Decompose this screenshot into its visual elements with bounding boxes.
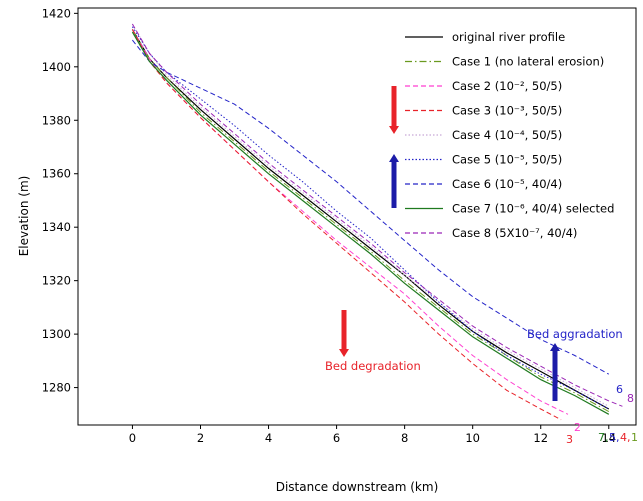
annotation-bed-aggradation: Bed aggradation — [527, 327, 623, 341]
series-line-8 — [131, 31, 610, 415]
legend-label-5: Case 4 (10⁻⁴, 50/5) — [452, 128, 562, 142]
plot-frame — [77, 7, 637, 426]
legend-red-arrow-head — [389, 126, 399, 134]
legend-label-9: Case 8 (5X10⁻⁷, 40/4) — [452, 226, 577, 240]
end-label-1: 1 — [631, 431, 638, 444]
x-tick-label: 10 — [465, 431, 480, 445]
end-label-4: 4, — [620, 431, 631, 444]
y-tick-label: 1360 — [42, 167, 71, 181]
series-line-1 — [131, 29, 610, 410]
y-axis: 1280 1300 1320 1340 1360 1380 1400 1420 — [42, 6, 78, 395]
x-tick-label: 0 — [129, 431, 136, 445]
legend-blue-arrow-head — [389, 154, 399, 162]
x-tick-label: 6 — [333, 431, 340, 445]
end-label-6: 6 — [616, 383, 623, 396]
y-tick-label: 1300 — [42, 327, 71, 341]
series-line-4 — [131, 29, 562, 421]
x-axis-label: Distance downstream (km) — [276, 480, 439, 494]
series-line-5 — [131, 23, 610, 407]
arrow-group — [339, 86, 560, 401]
end-labels: 6 8 2 3 7, 5, 4, 1 — [566, 383, 638, 446]
x-tick-label: 4 — [265, 431, 272, 445]
end-label-3: 3 — [566, 433, 573, 446]
x-axis: 0 2 4 6 8 10 12 14 — [129, 425, 616, 445]
series-line-6 — [131, 26, 610, 410]
series-line-7 — [132, 39, 610, 375]
y-tick-label: 1340 — [42, 220, 71, 234]
degradation-arrow-head — [339, 349, 349, 357]
legend: original river profile Case 1 (no lateral… — [405, 30, 614, 240]
y-tick-label: 1380 — [42, 113, 71, 127]
x-tick-label: 2 — [197, 431, 204, 445]
legend-label-1: original river profile — [452, 30, 565, 44]
legend-label-2: Case 1 (no lateral erosion) — [452, 55, 604, 69]
end-label-2: 2 — [574, 421, 581, 434]
annotation-bed-degradation: Bed degradation — [325, 359, 421, 373]
legend-label-3: Case 2 (10⁻², 50/5) — [452, 79, 562, 93]
x-tick-label: 12 — [533, 431, 548, 445]
y-tick-label: 1280 — [42, 381, 71, 395]
aggradation-arrow-head — [550, 343, 560, 351]
end-label-8: 8 — [627, 392, 634, 405]
legend-label-4: Case 3 (10⁻³, 50/5) — [452, 104, 562, 118]
y-tick-label: 1400 — [42, 60, 71, 74]
y-axis-label: Elevation (m) — [17, 176, 31, 257]
end-label-7: 7, — [598, 431, 609, 444]
legend-label-7: Case 6 (10⁻⁵, 40/4) — [452, 177, 562, 191]
y-tick-label: 1320 — [42, 274, 71, 288]
y-tick-label: 1420 — [42, 6, 71, 20]
x-tick-label: 8 — [401, 431, 408, 445]
legend-label-6: Case 5 (10⁻⁵, 50/5) — [452, 153, 562, 167]
legend-label-8: Case 7 (10⁻⁶, 40/4) selected — [452, 202, 614, 216]
series-line-9 — [131, 23, 623, 407]
series-line-2 — [131, 29, 610, 413]
x-tick-label: 14 — [601, 431, 616, 445]
end-label-5: 5, — [609, 431, 620, 444]
plot-area — [131, 23, 623, 421]
